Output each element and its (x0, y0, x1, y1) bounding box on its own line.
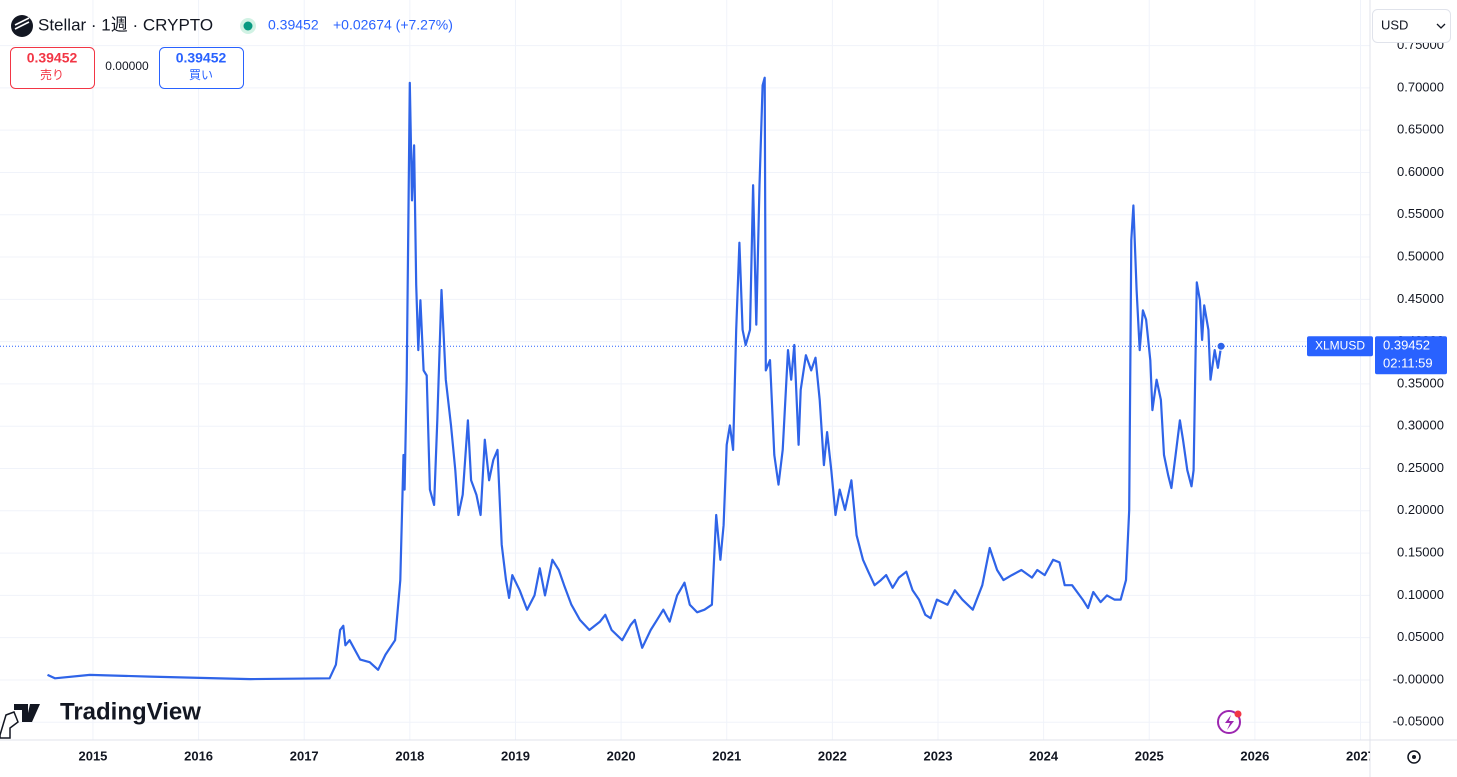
currency: USD (1381, 17, 1408, 32)
dropdown-arrow (1436, 23, 1446, 29)
buy-button[interactable] (159, 47, 244, 89)
y-tick-label: 0.60000 (1397, 164, 1444, 179)
x-tick-label: 2023 (924, 748, 953, 763)
time-axis-panel (0, 740, 1457, 777)
header-price: 0.39452 (268, 17, 319, 33)
y-tick-label: 0.25000 (1397, 460, 1444, 475)
symbol-badge (1307, 336, 1373, 357)
plot (0, 76, 1370, 681)
x-tick-label: 2025 (1135, 748, 1164, 763)
y-tick-label: -0.00000 (1393, 671, 1444, 686)
x-tick-label: 2017 (290, 748, 319, 763)
y-tick-label: 0.05000 (1397, 629, 1444, 644)
y-tick-label: 0.10000 (1397, 587, 1444, 602)
x-tick-label: 2018 (395, 748, 424, 763)
y-tick-label: 0.55000 (1397, 206, 1444, 221)
sell-button[interactable] (10, 47, 95, 89)
price-line (47, 76, 1223, 681)
y-tick-label: 0.20000 (1397, 502, 1444, 517)
y-tick-label: 0.35000 (1397, 375, 1444, 390)
alerts-badge (1234, 710, 1242, 718)
alerts-icon[interactable] (1217, 710, 1241, 734)
y-tick-label: 0.50000 (1397, 248, 1444, 263)
y-tick-label: 0.45000 (1397, 291, 1444, 306)
buy-price: 0.39452 (176, 50, 227, 66)
x-tick-label: 2024 (1029, 748, 1059, 763)
price-axis-panel (1370, 0, 1457, 777)
x-tick-label: 2016 (184, 748, 213, 763)
tv-logo-icon (14, 704, 40, 722)
x-tick-label: 2021 (712, 748, 741, 763)
price-badge (1375, 336, 1447, 375)
y-tick-label: 0.70000 (1397, 79, 1444, 94)
tv-logo-text: TradingView (60, 698, 201, 725)
status-dot (243, 21, 253, 31)
x-tick-label: 2027 (1346, 748, 1375, 763)
symbol-logo-mark (14, 17, 30, 30)
y-tick-label: 0.30000 (1397, 418, 1444, 433)
tv-mascot (0, 711, 19, 739)
buy-label: 買い (189, 68, 213, 82)
sell-label: 売り (40, 67, 64, 82)
grid (0, 0, 1370, 740)
x-tick-label: 2022 (818, 748, 847, 763)
y-tick-label: 0.65000 (1397, 122, 1444, 137)
spread: 0.00000 (105, 59, 149, 73)
symbol-badge-label: XLMUSD (1315, 338, 1365, 352)
x-tick-label: 2020 (607, 748, 636, 763)
y-tick-label: -0.05000 (1393, 714, 1444, 729)
price-badge-value: 0.39452 (1383, 338, 1430, 353)
settings-icon[interactable] (1407, 750, 1421, 764)
x-tick-label: 2019 (501, 748, 530, 763)
header-change: +0.02674 (+7.27%) (333, 17, 453, 33)
currency-dropdown[interactable] (1372, 9, 1451, 43)
symbol-title[interactable]: Stellar · 1週 · CRYPTO (38, 15, 213, 34)
y-tick-label: 0.15000 (1397, 545, 1444, 560)
alerts-bolt (1225, 715, 1234, 730)
x-tick-label: 2026 (1240, 748, 1269, 763)
x-tick-label: 2015 (78, 748, 107, 763)
price-badge-countdown: 02:11:59 (1383, 356, 1433, 371)
axes: -0.05000 -0.00000 0.05000 0.10000 0.15000 0.2… (78, 37, 1447, 763)
settings-icon-center (1412, 755, 1416, 759)
sell-price: 0.39452 (27, 50, 78, 66)
